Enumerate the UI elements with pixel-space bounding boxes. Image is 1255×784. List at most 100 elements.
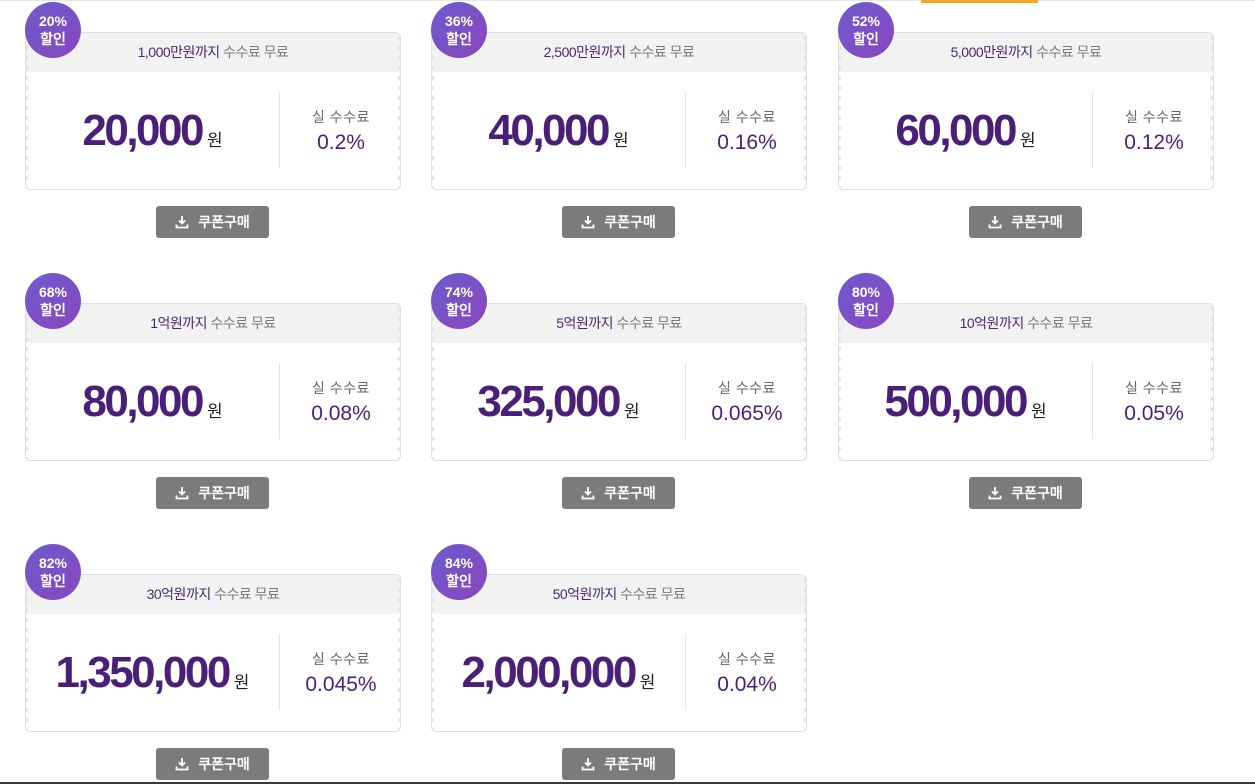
coupon-ticket: 50억원까지 수수료 무료 2,000,000 원 실 수수료 0.04% [431, 574, 807, 732]
fee-label: 실 수수료 [1125, 109, 1183, 125]
coupon-body: 40,000 원 실 수수료 0.16% [432, 72, 806, 189]
divider [1092, 92, 1093, 168]
top-divider [0, 0, 1255, 1]
price-area: 2,000,000 원 [432, 614, 685, 731]
buy-coupon-button[interactable]: 쿠폰구매 [156, 748, 269, 780]
coupon-limit: 2,500만원까지 [543, 44, 627, 60]
fee-label: 실 수수료 [718, 109, 776, 125]
discount-label: 할인 [40, 31, 66, 47]
coupon-limit: 30억원까지 [146, 586, 212, 602]
coupon-body: 325,000 원 실 수수료 0.065% [432, 343, 806, 460]
discount-label: 할인 [853, 31, 879, 47]
buy-coupon-button[interactable]: 쿠폰구매 [969, 206, 1082, 238]
active-tab-indicator [921, 0, 1038, 3]
coupon-free-fee: 수수료 무료 [616, 315, 682, 331]
discount-label: 할인 [40, 302, 66, 318]
coupon-ticket: 1,000만원까지 수수료 무료 20,000 원 실 수수료 0.2% [25, 32, 401, 190]
buy-coupon-button[interactable]: 쿠폰구매 [969, 477, 1082, 509]
discount-label: 할인 [446, 573, 472, 589]
discount-percent: 20% [38, 13, 68, 29]
buy-coupon-label: 쿠폰구매 [1011, 485, 1063, 501]
fee-value: 0.04% [717, 673, 777, 696]
fee-value: 0.05% [1124, 402, 1184, 425]
currency-unit: 원 [1030, 401, 1047, 421]
discount-percent: 80% [851, 284, 881, 300]
coupon-ticket: 2,500만원까지 수수료 무료 40,000 원 실 수수료 0.16% [431, 32, 807, 190]
coupon-free-fee: 수수료 무료 [620, 586, 686, 602]
coupon-body: 20,000 원 실 수수료 0.2% [26, 72, 400, 189]
coupon-body: 60,000 원 실 수수료 0.12% [839, 72, 1213, 189]
fee-area: 실 수수료 0.2% [280, 72, 400, 189]
price-area: 1,350,000 원 [26, 614, 279, 731]
coupon-free-fee: 수수료 무료 [223, 44, 289, 60]
fee-value: 0.16% [717, 131, 777, 154]
divider [685, 363, 686, 439]
discount-percent: 68% [38, 284, 68, 300]
fee-area: 실 수수료 0.12% [1093, 72, 1213, 189]
fee-value: 0.08% [311, 402, 371, 425]
price-area: 60,000 원 [839, 72, 1092, 189]
coupon-ticket: 5,000만원까지 수수료 무료 60,000 원 실 수수료 0.12% [838, 32, 1214, 190]
download-icon [581, 216, 595, 229]
discount-label: 할인 [853, 302, 879, 318]
divider [685, 92, 686, 168]
coupon-card: 68% 할인 1억원까지 수수료 무료 80,000 원 실 수수료 0.08% [25, 273, 401, 513]
currency-unit: 원 [639, 672, 656, 692]
price-area: 20,000 원 [26, 72, 279, 189]
discount-badge: 68% 할인 [25, 273, 81, 329]
coupon-body: 2,000,000 원 실 수수료 0.04% [432, 614, 806, 731]
coupon-free-fee: 수수료 무료 [629, 44, 695, 60]
coupon-limit: 5,000만원까지 [950, 44, 1034, 60]
discount-label: 할인 [40, 573, 66, 589]
bottom-border [0, 782, 1255, 784]
coupon-free-fee: 수수료 무료 [214, 586, 280, 602]
buy-coupon-label: 쿠폰구매 [1011, 214, 1063, 230]
discount-percent: 74% [444, 284, 474, 300]
buy-coupon-button[interactable]: 쿠폰구매 [156, 477, 269, 509]
fee-label: 실 수수료 [312, 109, 370, 125]
divider [279, 363, 280, 439]
coupon-header: 1억원까지 수수료 무료 [26, 304, 400, 343]
discount-badge: 36% 할인 [431, 2, 487, 58]
fee-value: 0.045% [305, 673, 377, 696]
buy-coupon-label: 쿠폰구매 [198, 756, 250, 772]
fee-area: 실 수수료 0.065% [686, 343, 806, 460]
fee-label: 실 수수료 [312, 380, 370, 396]
coupon-body: 1,350,000 원 실 수수료 0.045% [26, 614, 400, 731]
download-icon [988, 487, 1002, 500]
price-area: 325,000 원 [432, 343, 685, 460]
coupon-price: 60,000 [895, 106, 1017, 155]
divider [279, 634, 280, 710]
buy-coupon-label: 쿠폰구매 [604, 485, 656, 501]
discount-percent: 84% [444, 555, 474, 571]
coupon-ticket: 10억원까지 수수료 무료 500,000 원 실 수수료 0.05% [838, 303, 1214, 461]
buy-coupon-button[interactable]: 쿠폰구매 [562, 748, 675, 780]
coupon-price: 1,350,000 [55, 648, 232, 697]
download-icon [175, 216, 189, 229]
fee-value: 0.12% [1124, 131, 1184, 154]
divider [279, 92, 280, 168]
fee-label: 실 수수료 [312, 651, 370, 667]
currency-unit: 원 [206, 401, 223, 421]
coupon-limit: 1,000만원까지 [137, 44, 221, 60]
coupon-header: 30억원까지 수수료 무료 [26, 575, 400, 614]
buy-coupon-button[interactable]: 쿠폰구매 [156, 206, 269, 238]
buy-coupon-label: 쿠폰구매 [604, 756, 656, 772]
price-area: 80,000 원 [26, 343, 279, 460]
coupon-ticket: 5억원까지 수수료 무료 325,000 원 실 수수료 0.065% [431, 303, 807, 461]
coupon-card: 36% 할인 2,500만원까지 수수료 무료 40,000 원 실 수수료 0… [431, 2, 807, 242]
download-icon [175, 487, 189, 500]
discount-badge: 80% 할인 [838, 273, 894, 329]
price-area: 40,000 원 [432, 72, 685, 189]
coupon-price: 500,000 [884, 377, 1028, 426]
buy-coupon-button[interactable]: 쿠폰구매 [562, 477, 675, 509]
coupon-price: 80,000 [82, 377, 204, 426]
discount-badge: 82% 할인 [25, 544, 81, 600]
coupon-limit: 50억원까지 [552, 586, 618, 602]
currency-unit: 원 [206, 130, 223, 150]
buy-coupon-button[interactable]: 쿠폰구매 [562, 206, 675, 238]
coupon-card: 74% 할인 5억원까지 수수료 무료 325,000 원 실 수수료 0.06… [431, 273, 807, 513]
fee-label: 실 수수료 [1125, 380, 1183, 396]
coupon-card: 84% 할인 50억원까지 수수료 무료 2,000,000 원 실 수수료 0… [431, 544, 807, 784]
